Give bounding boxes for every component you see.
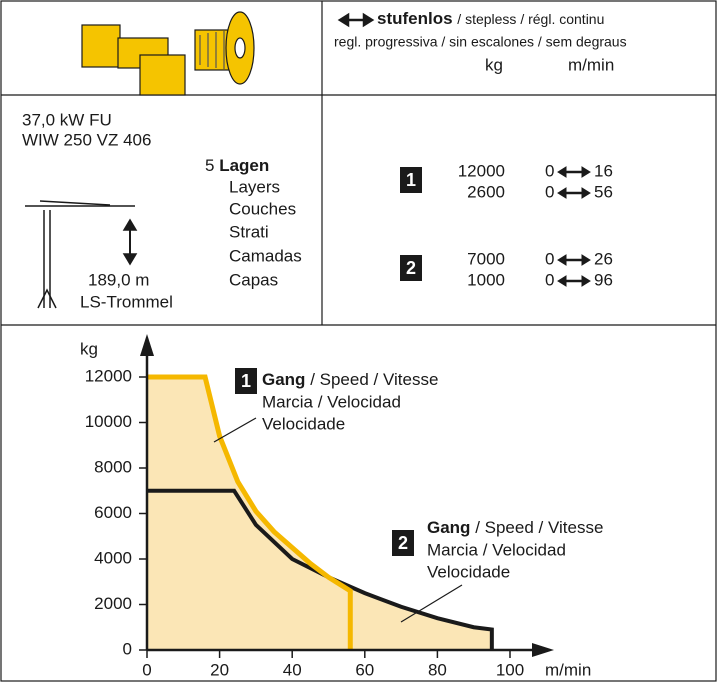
rope-length: 189,0 m	[88, 270, 149, 289]
datasheet: stufenlos / stepless / régl. continu reg…	[0, 0, 717, 682]
header-unit: m/min	[568, 55, 614, 74]
layers-label: Lagen	[219, 156, 269, 175]
gear-badge-label: 2	[398, 533, 408, 553]
y-tick-label: 6000	[94, 503, 132, 522]
y-tick-label: 10000	[85, 412, 132, 431]
outer-border	[1, 1, 716, 681]
x-tick-label: 40	[283, 660, 302, 679]
y-axis-label: kg	[80, 339, 98, 358]
annotation: Gang / Speed / Vitesse	[262, 370, 438, 389]
gear-badge-label: 1	[406, 170, 416, 190]
x-axis-arrow	[532, 643, 554, 657]
y-axis-arrow	[140, 334, 154, 356]
annotation-bold: Gang	[427, 518, 470, 537]
winch-icon	[82, 12, 254, 95]
y-tick-label: 8000	[94, 457, 132, 476]
y-tick-label: 4000	[94, 548, 132, 567]
speed-max: 16	[594, 161, 613, 180]
stepless-arrow	[340, 15, 372, 25]
y-tick-label: 2000	[94, 594, 132, 613]
speed-min: 0	[545, 249, 554, 268]
model: WIW 250 VZ 406	[22, 130, 151, 149]
gear-badge-label: 1	[241, 371, 251, 391]
layers-translation: Layers	[229, 177, 280, 196]
speed-max: 26	[594, 249, 613, 268]
x-tick-label: 100	[496, 660, 524, 679]
header-languages: regl. progressiva / sin escalones / sem …	[334, 34, 627, 50]
layers-translation: Strati	[229, 222, 269, 241]
x-axis-label: m/min	[545, 660, 591, 679]
double-arrow	[558, 255, 590, 265]
double-arrow	[558, 276, 590, 286]
annotation: Marcia / Velocidad	[262, 392, 401, 411]
annotation: Velocidade	[427, 562, 510, 581]
annotation-text: / Speed / Vitesse	[475, 518, 603, 537]
double-arrow	[558, 188, 590, 198]
y-tick-label: 0	[123, 639, 132, 658]
x-tick-label: 60	[355, 660, 374, 679]
load-kg: 12000	[458, 161, 505, 180]
svg-text:5 Lagen: 5 Lagen	[205, 156, 269, 175]
power: 37,0 kW FU	[22, 110, 112, 129]
load-kg: 1000	[467, 270, 505, 289]
annotation: Velocidade	[262, 414, 345, 433]
gear-badge-label: 2	[406, 258, 416, 278]
layers-count: 5	[205, 156, 214, 175]
table-grid	[1, 1, 716, 681]
y-tick-label: 12000	[85, 366, 132, 385]
speed-min: 0	[545, 182, 554, 201]
annotation: Marcia / Velocidad	[427, 540, 566, 559]
header-text: / stepless / régl. continu	[457, 11, 604, 27]
speed-min: 0	[545, 270, 554, 289]
speed-max: 96	[594, 270, 613, 289]
annotation: Gang / Speed / Vitesse	[427, 518, 603, 537]
x-tick-label: 80	[428, 660, 447, 679]
svg-text:stufenlos / stepless / régl. c: stufenlos / stepless / régl. continu	[377, 9, 604, 28]
speed-min: 0	[545, 161, 554, 180]
drum: LS-Trommel	[80, 292, 173, 311]
speed-max: 56	[594, 182, 613, 201]
layers-translation: Couches	[229, 199, 296, 218]
x-tick-label: 0	[142, 660, 151, 679]
header-bold: stufenlos	[377, 9, 453, 28]
load-kg: 7000	[467, 249, 505, 268]
header-unit: kg	[485, 55, 503, 74]
load-kg: 2600	[467, 182, 505, 201]
layers-translation: Camadas	[229, 246, 302, 265]
layers-translation: Capas	[229, 270, 278, 289]
annotation-bold: Gang	[262, 370, 305, 389]
x-tick-label: 20	[210, 660, 229, 679]
annotation-text: / Speed / Vitesse	[310, 370, 438, 389]
double-arrow	[558, 167, 590, 177]
